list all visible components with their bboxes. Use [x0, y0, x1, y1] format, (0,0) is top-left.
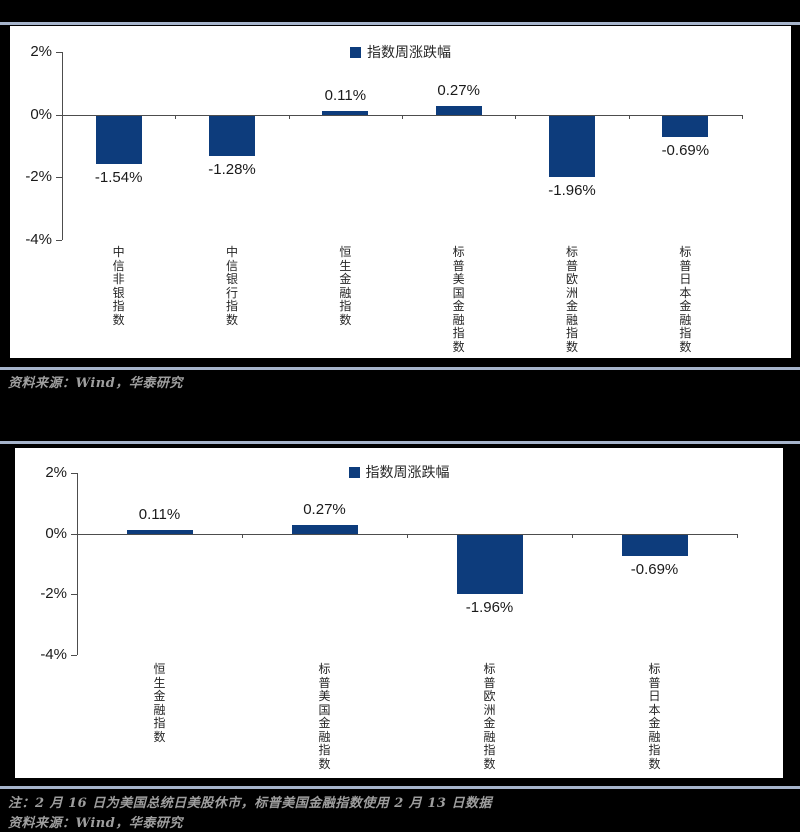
legend-series-label: 指数周涨跌幅 [365, 465, 450, 481]
category-label: 标普美国金融指数 [452, 245, 465, 354]
bar [95, 115, 142, 164]
legend-series-label: 指数周涨跌幅 [367, 45, 451, 61]
bar-value-label: -1.54% [94, 168, 143, 186]
y-axis-tick [56, 240, 62, 241]
bar-value-label: 0.11% [324, 87, 367, 105]
category-label: 标普日本金融指数 [679, 245, 692, 354]
bar [291, 525, 358, 534]
y-axis-tick [71, 594, 77, 596]
x-axis-tick [407, 533, 408, 538]
divider-line-above-chart-2 [0, 441, 800, 444]
bar-value-label: -0.69% [661, 142, 710, 160]
x-axis-tick [628, 114, 630, 119]
chart-legend: 指数周涨跌幅 [10, 42, 791, 62]
x-axis-tick [242, 533, 243, 538]
bar-value-label: -1.28% [208, 160, 256, 178]
bar-value-label: -0.69% [630, 560, 679, 578]
category-label: 恒生金融指数 [153, 662, 166, 744]
bar [549, 115, 595, 178]
y-axis-tick [56, 114, 62, 116]
y-axis-tick [71, 655, 77, 656]
category-label: 恒生金融指数 [339, 245, 352, 327]
bar [126, 530, 193, 534]
bar-value-label: -1.96% [548, 182, 596, 200]
bar-value-label: 0.27% [303, 501, 346, 519]
note-line: 注：2 月 16 日为美国总统日美股休市，标普美国金融指数使用 2 月 13 日… [8, 796, 492, 811]
chart-panel-weekly-change-overseas-indices: 指数周涨跌幅 2% 0% -2% -4% 0.11% 恒生金融指数 0.27% 标普美国金融指… [15, 448, 783, 778]
legend-swatch-icon [350, 46, 361, 58]
x-axis-tick [288, 114, 290, 119]
y-axis-tick [71, 533, 77, 535]
category-label: 标普日本金融指数 [648, 662, 661, 771]
y-axis-label: 0% [45, 524, 67, 542]
y-axis-tick [71, 473, 77, 474]
y-axis-label: -4% [40, 646, 67, 663]
bar [435, 106, 482, 115]
y-axis-label: -4% [25, 231, 52, 248]
y-axis-label: 0% [30, 105, 52, 123]
category-label: 标普欧洲金融指数 [565, 245, 578, 354]
x-axis-tick [402, 114, 403, 119]
y-axis-label: 2% [30, 43, 52, 60]
divider-line-top [0, 22, 800, 25]
bar [456, 534, 523, 595]
source-line-chart-1: 资料来源：Wind，华泰研究 [8, 376, 183, 391]
y-axis-tick [56, 177, 62, 179]
y-axis-line [62, 52, 63, 240]
bar [209, 115, 255, 156]
bar [621, 534, 688, 556]
x-axis-tick [175, 114, 177, 119]
y-axis-tick [56, 52, 62, 53]
chart-panel-weekly-change-all-indices: 指数周涨跌幅 2% 0% -2% -4% -1.54% 中信非银指数 -1.28% 中信银行指… [10, 26, 791, 358]
y-axis-label: 2% [45, 464, 67, 481]
bar-value-label: 0.11% [138, 506, 181, 524]
bar [662, 115, 709, 138]
x-axis-tick [737, 533, 738, 538]
y-axis-label: -2% [40, 585, 67, 603]
x-axis-tick [515, 114, 517, 119]
x-axis-tick [572, 533, 573, 538]
chart-legend: 指数周涨跌幅 [15, 462, 783, 482]
x-axis-tick [742, 114, 743, 119]
y-axis-line [77, 473, 78, 655]
category-label: 标普美国金融指数 [318, 662, 331, 771]
y-axis-label: -2% [25, 168, 52, 186]
category-label: 标普欧洲金融指数 [483, 662, 496, 771]
divider-line-above-source-1 [0, 367, 800, 370]
bar [322, 111, 369, 115]
divider-line-above-note [0, 786, 800, 789]
category-label: 中信非银指数 [112, 245, 125, 327]
source-line-chart-2: 资料来源：Wind，华泰研究 [8, 816, 183, 831]
legend-swatch-icon [348, 466, 360, 478]
category-label: 中信银行指数 [225, 245, 238, 327]
bar-value-label: -1.96% [465, 599, 514, 617]
bar-value-label: 0.27% [437, 82, 480, 100]
